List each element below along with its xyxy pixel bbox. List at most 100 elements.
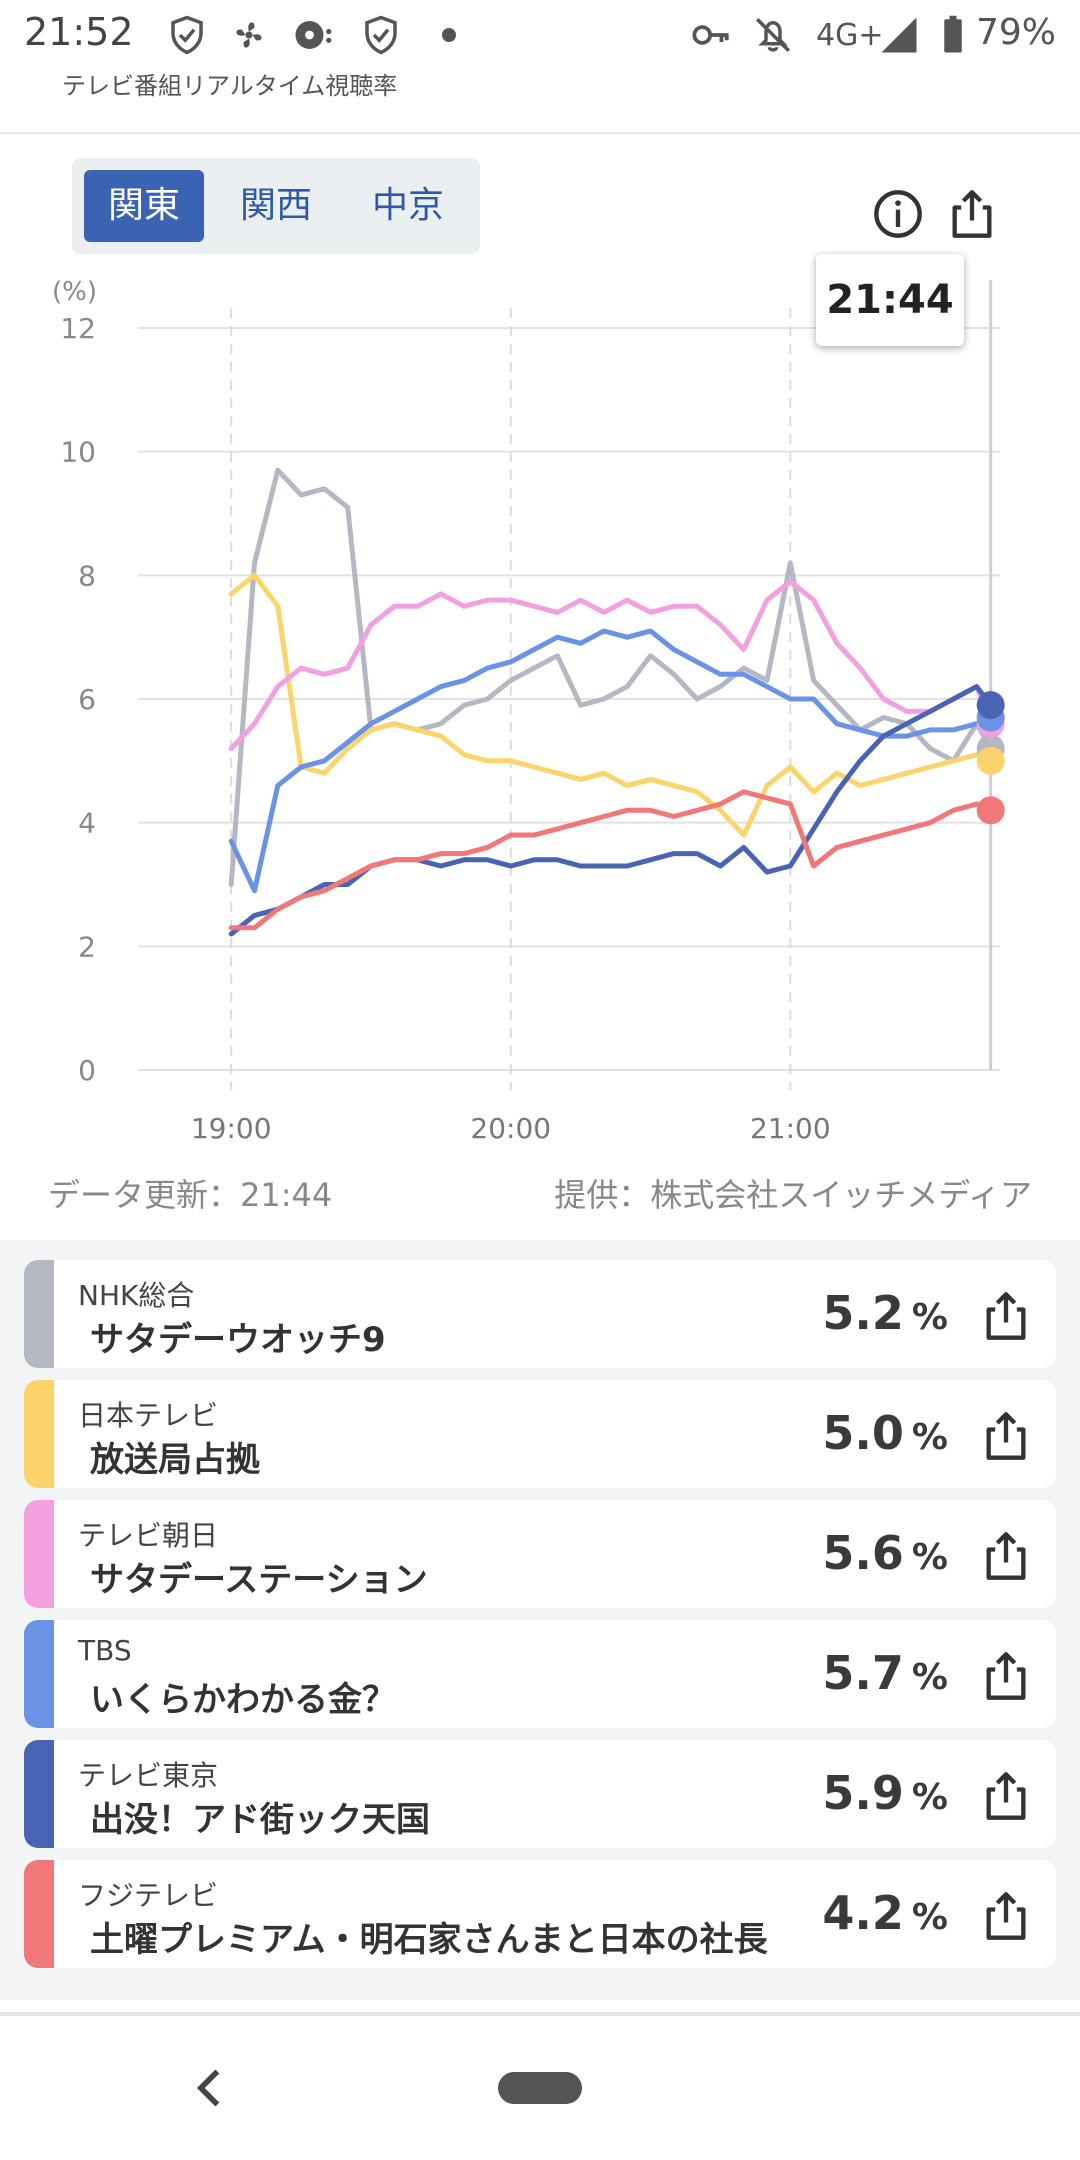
- status-bar: 21:52 4G+ 79%: [0, 0, 1080, 72]
- tab-kanto-label: 関東: [107, 185, 180, 226]
- channel-name: 日本テレビ: [78, 1399, 219, 1432]
- program-card[interactable]: NHK総合サタデーウオッチ9 5.2%: [24, 1260, 1056, 1368]
- tab-chukyo[interactable]: 中京: [348, 170, 468, 242]
- battery-percent: 79%: [976, 12, 1057, 53]
- tab-chukyo-label: 中京: [371, 185, 444, 226]
- dot-icon: [442, 28, 456, 42]
- rating-value: 5.7%: [822, 1646, 948, 1700]
- share-icon[interactable]: [980, 1290, 1032, 1342]
- rating-number: 5.0: [822, 1406, 904, 1460]
- y-tick-label: 10: [60, 436, 96, 469]
- app-title: テレビ番組リアルタイム視聴率: [62, 72, 398, 100]
- channel-color-bar: [24, 1620, 54, 1728]
- rating-number: 5.9: [822, 1766, 904, 1820]
- info-icon[interactable]: [872, 188, 924, 240]
- fan-icon: [236, 22, 262, 48]
- y-tick-label: 8: [78, 559, 96, 592]
- data-provider: 提供：株式会社スイッチメディア: [554, 1176, 1032, 1214]
- time-tooltip: 21:44: [816, 254, 964, 346]
- rating-unit: %: [911, 1897, 948, 1938]
- program-title: 土曜プレミアム・明石家さんまと日本の社長: [90, 1920, 768, 1960]
- channel-name: フジテレビ: [78, 1879, 219, 1912]
- share-icon[interactable]: [980, 1530, 1032, 1582]
- rating-number: 5.7: [822, 1646, 904, 1700]
- y-tick-label: 4: [78, 807, 96, 840]
- share-icon[interactable]: [980, 1890, 1032, 1942]
- y-tick-label: 6: [78, 683, 96, 716]
- share-icon[interactable]: [980, 1410, 1032, 1462]
- channel-name: テレビ朝日: [78, 1519, 219, 1552]
- bell-off-icon: [756, 18, 790, 52]
- program-list: NHK総合 サタデーウオッチ9 5.2% 日本テレビ 放送局占拠 5.0% テレビ朝日 サタデ…: [0, 1240, 1080, 2000]
- x-tick-label: 20:00: [470, 1112, 551, 1140]
- y-tick-label: 2: [78, 930, 96, 963]
- program-card[interactable]: 日本テレビ放送局占拠 5.0%: [24, 1380, 1056, 1488]
- rating-value: 5.6%: [822, 1526, 948, 1580]
- series-line: [228, 628, 994, 894]
- ratings-chart[interactable]: 0 2 4 6 8 10 12 (%) 19:00 20:00 21:00: [0, 270, 1080, 1140]
- network-type: 4G+: [816, 18, 884, 53]
- tab-kansai-label: 関西: [239, 185, 312, 226]
- share-icon[interactable]: [946, 188, 998, 240]
- series-line: [228, 789, 994, 931]
- channel-name: テレビ東京: [78, 1759, 219, 1792]
- shield-check-icon: [171, 15, 203, 55]
- channel-color-bar: [24, 1500, 54, 1608]
- series-line: [228, 572, 994, 838]
- program-title: いくらかわかる金？: [90, 1680, 396, 1720]
- rating-value: 4.2%: [822, 1886, 948, 1940]
- home-pill[interactable]: [498, 2072, 582, 2104]
- media-icon: [295, 21, 332, 49]
- battery-icon: [944, 15, 962, 53]
- data-update-time: データ更新：21:44: [48, 1176, 333, 1214]
- program-card[interactable]: テレビ東京出没！アド街ック天国 5.9%: [24, 1740, 1056, 1848]
- rating-unit: %: [911, 1777, 948, 1818]
- series-line: [228, 579, 994, 751]
- key-icon: [692, 25, 729, 45]
- shield-check-icon-2: [365, 15, 397, 55]
- rating-unit: %: [911, 1297, 948, 1338]
- status-time: 21:52: [24, 10, 134, 54]
- y-axis-unit: (%): [52, 277, 97, 307]
- x-tick-label: 19:00: [191, 1112, 272, 1140]
- program-card[interactable]: フジテレビ土曜プレミアム・明石家さんまと日本の社長 4.2%: [24, 1860, 1056, 1968]
- channel-name: NHK総合: [78, 1279, 195, 1312]
- series-line: [228, 684, 994, 937]
- channel-color-bar: [24, 1740, 54, 1848]
- rating-number: 5.6: [822, 1526, 904, 1580]
- series-endpoint: [976, 746, 1005, 775]
- back-icon[interactable]: [190, 2066, 230, 2110]
- rating-unit: %: [911, 1537, 948, 1578]
- channel-name: TBS: [78, 1634, 132, 1667]
- series-endpoint: [976, 691, 1005, 720]
- share-icon[interactable]: [980, 1650, 1032, 1702]
- header-divider: [0, 132, 1080, 134]
- share-icon[interactable]: [980, 1770, 1032, 1822]
- program-title: 放送局占拠: [90, 1440, 260, 1480]
- rating-unit: %: [911, 1657, 948, 1698]
- channel-color-bar: [24, 1260, 54, 1368]
- tab-kansai[interactable]: 関西: [216, 170, 336, 242]
- rating-number: 4.2: [822, 1886, 904, 1940]
- program-title: サタデーウオッチ9: [90, 1320, 386, 1360]
- rating-value: 5.2%: [822, 1286, 948, 1340]
- rating-value: 5.9%: [822, 1766, 948, 1820]
- program-card[interactable]: テレビ朝日サタデーステーション 5.6%: [24, 1500, 1056, 1608]
- y-tick-label: 0: [78, 1054, 96, 1087]
- program-title: サタデーステーション: [90, 1560, 428, 1600]
- region-tabs: 関東 関西 中京: [72, 158, 480, 254]
- rating-value: 5.0%: [822, 1406, 948, 1460]
- series-endpoint: [976, 796, 1005, 825]
- series-line: [228, 467, 994, 887]
- y-tick-label: 12: [60, 312, 96, 345]
- rating-unit: %: [911, 1417, 948, 1458]
- channel-color-bar: [24, 1380, 54, 1488]
- bottom-divider: [0, 2012, 1080, 2016]
- signal-icon: [881, 17, 917, 53]
- x-tick-label: 21:00: [750, 1112, 831, 1140]
- tab-kanto[interactable]: 関東: [84, 170, 204, 242]
- channel-color-bar: [24, 1860, 54, 1968]
- program-title: 出没！アド街ック天国: [90, 1800, 430, 1840]
- program-card[interactable]: TBS いくらかわかる金？ 5.7%: [24, 1620, 1056, 1728]
- rating-number: 5.2: [822, 1286, 904, 1340]
